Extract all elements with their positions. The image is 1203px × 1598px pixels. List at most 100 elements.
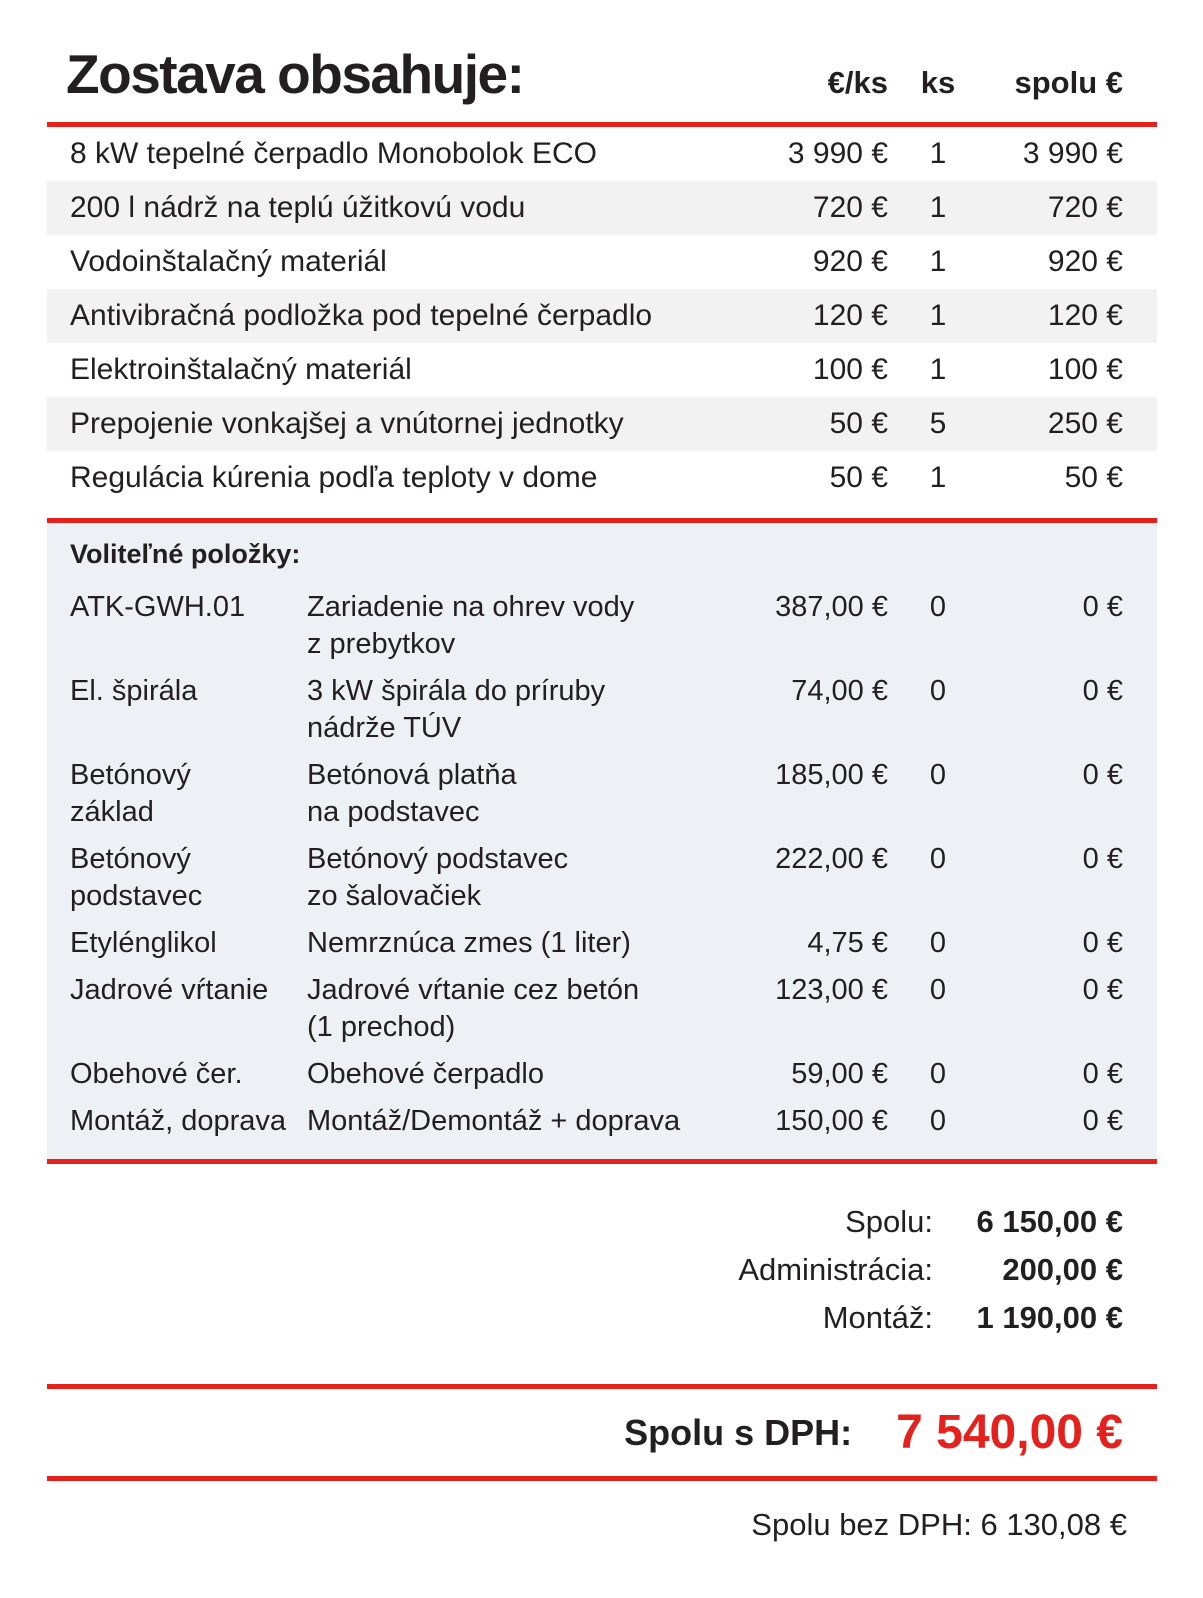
totals-block: Spolu: 6 150,00 € Administrácia: 200,00 … [47,1204,1157,1348]
optional-item-quantity: 0 [929,759,947,791]
total-without-vat: Spolu bez DPH: 6 130,08 € [751,1507,1127,1542]
optional-item-quantity: 0 [929,974,947,1006]
optional-item-unit-price: 123,00 € [775,974,888,1006]
optional-item-description: Betónová platňa na podstavec [307,759,517,828]
optional-item-quantity: 0 [929,591,947,623]
optional-item-quantity: 0 [929,927,947,959]
item-unit-price: 720 € [812,191,888,224]
table-row: Prepojenie vonkajšej a vnútornej jednotk… [47,397,1157,451]
optional-item-unit-price: 150,00 € [775,1105,888,1137]
totals-value: 200,00 € [1002,1252,1123,1287]
optional-item-total: 0 € [1082,675,1123,707]
grand-total-row: Spolu s DPH: 7 540,00 € [47,1389,1157,1476]
item-name: Antivibračná podložka pod tepelné čerpad… [70,299,653,332]
optional-item-row: Betónový podstavec Betónový podstavec zo… [47,836,1157,920]
totals-value: 6 150,00 € [976,1204,1123,1239]
item-unit-price: 120 € [812,299,888,332]
optional-item-quantity: 0 [929,843,947,875]
item-total: 3 990 € [1022,137,1123,170]
divider-line [47,122,1157,127]
optional-item-code: Betónový základ [70,759,191,828]
item-quantity: 1 [929,191,947,224]
item-total: 100 € [1047,353,1123,386]
optional-item-description: Jadrové vŕtanie cez betón (1 prechod) [307,974,640,1043]
optional-item-total: 0 € [1082,843,1123,875]
totals-label: Montáž: [822,1300,933,1335]
divider-line [47,1476,1157,1481]
table-row: Antivibračná podložka pod tepelné čerpad… [47,289,1157,343]
grand-total-value: 7 540,00 € [896,1406,1123,1459]
optional-items-heading: Voliteľné položky: [70,539,301,569]
optional-item-code: Jadrové vŕtanie [70,974,269,1006]
item-quantity: 1 [929,299,947,332]
totals-label: Administrácia: [738,1252,933,1287]
optional-item-code: El. špirála [70,675,198,707]
main-items-table: 8 kW tepelné čerpadlo Monobolok ECO 3 99… [47,127,1157,505]
item-quantity: 1 [929,461,947,494]
optional-item-code: Etylénglikol [70,927,217,959]
totals-label: Spolu: [845,1204,933,1239]
optional-item-row: El. špirála 3 kW špirála do príruby nádr… [47,668,1157,752]
item-quantity: 1 [929,137,947,170]
optional-item-total: 0 € [1082,1105,1123,1137]
optional-item-unit-price: 4,75 € [807,927,888,959]
table-row: Elektroinštalačný materiál 100 € 1 100 € [47,343,1157,397]
totals-row: Montáž: 1 190,00 € [47,1300,1123,1348]
optional-item-description: Obehové čerpadlo [307,1058,544,1090]
optional-item-row: Betónový základ Betónová platňa na podst… [47,752,1157,836]
page-title: Zostava obsahuje: [66,43,525,105]
table-row: 200 l nádrž na teplú úžitkovú vodu 720 €… [47,181,1157,235]
column-header-unit-price: €/ks [827,65,888,100]
item-quantity: 5 [929,407,947,440]
optional-item-unit-price: 59,00 € [791,1058,888,1090]
item-unit-price: 50 € [829,407,888,440]
optional-item-row: Etylénglikol Nemrznúca zmes (1 liter) 4,… [47,920,1157,967]
optional-item-row: Obehové čer. Obehové čerpadlo 59,00 € 0 … [47,1051,1157,1098]
item-name: Prepojenie vonkajšej a vnútornej jednotk… [70,407,624,440]
table-row: 8 kW tepelné čerpadlo Monobolok ECO 3 99… [47,127,1157,181]
optional-item-quantity: 0 [929,1105,947,1137]
item-total: 920 € [1047,245,1123,278]
optional-item-quantity: 0 [929,1058,947,1090]
optional-item-description: Betónový podstavec zo šalovačiek [307,843,569,912]
optional-item-code: ATK-GWH.01 [70,591,246,623]
item-total: 720 € [1047,191,1123,224]
column-header-total: spolu € [1014,65,1123,100]
item-total: 50 € [1064,461,1123,494]
item-unit-price: 100 € [812,353,888,386]
column-headers: €/ks ks spolu € [698,65,1157,101]
item-total: 120 € [1047,299,1123,332]
item-name: Regulácia kúrenia podľa teploty v dome [70,461,598,494]
optional-item-row: Montáž, doprava Montáž/Demontáž + doprav… [47,1098,1157,1145]
item-unit-price: 920 € [812,245,888,278]
optional-item-unit-price: 74,00 € [791,675,888,707]
optional-item-row: Jadrové vŕtanie Jadrové vŕtanie cez betó… [47,967,1157,1051]
item-quantity: 1 [929,245,947,278]
table-row: Vodoinštalačný materiál 920 € 1 920 € [47,235,1157,289]
item-name: 200 l nádrž na teplú úžitkovú vodu [70,191,526,224]
totals-value: 1 190,00 € [976,1300,1123,1335]
optional-item-unit-price: 185,00 € [775,759,888,791]
totals-row: Spolu: 6 150,00 € [47,1204,1123,1252]
optional-item-code: Betónový podstavec [70,843,203,912]
grand-total-label: Spolu s DPH: [624,1411,853,1453]
optional-item-total: 0 € [1082,591,1123,623]
document-header: Zostava obsahuje: €/ks ks spolu € [47,42,1157,106]
optional-item-description: Montáž/Demontáž + doprava [307,1105,681,1137]
optional-item-total: 0 € [1082,1058,1123,1090]
optional-item-unit-price: 222,00 € [775,843,888,875]
quote-document: Zostava obsahuje: €/ks ks spolu € 8 kW t… [47,42,1157,1542]
optional-item-total: 0 € [1082,927,1123,959]
item-name: 8 kW tepelné čerpadlo Monobolok ECO [70,137,597,170]
optional-item-code: Obehové čer. [70,1058,243,1090]
item-quantity: 1 [929,353,947,386]
item-name: Vodoinštalačný materiál [70,245,387,278]
column-header-quantity: ks [920,65,956,100]
divider-line [47,1384,1157,1389]
optional-item-description: Zariadenie na ohrev vody z prebytkov [307,591,635,660]
optional-item-quantity: 0 [929,675,947,707]
item-unit-price: 3 990 € [787,137,888,170]
optional-item-description: 3 kW špirála do príruby nádrže TÚV [307,675,606,744]
optional-item-description: Nemrznúca zmes (1 liter) [307,927,631,959]
optional-item-code: Montáž, doprava [70,1105,287,1137]
